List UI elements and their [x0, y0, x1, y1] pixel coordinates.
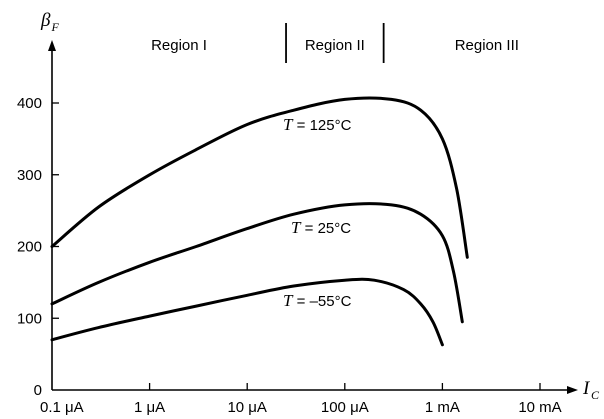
x-tick-label: 1 μA: [134, 399, 165, 416]
y-tick-label: 0: [34, 382, 42, 399]
series-line: [50, 277, 444, 347]
y-tick-label: 200: [17, 239, 42, 256]
x-axis-label-subscript: C: [591, 388, 600, 402]
x-tick-label: 10 μA: [227, 399, 267, 416]
axes: 0 100 200 300 400 0.1 μA 1 μA 10 μA 100 μA 1 mA 10…: [17, 40, 578, 416]
series-label: T = –55°C: [283, 291, 352, 310]
x-axis-label: I: [582, 378, 591, 399]
x-tick-label: 0.1 μA: [40, 399, 84, 416]
region-label: Region III: [455, 37, 519, 54]
x-axis-arrow: [567, 386, 578, 394]
region-label: Region II: [305, 37, 365, 54]
series-label: T = 25°C: [291, 218, 351, 237]
y-axis-label-subscript: F: [51, 20, 60, 34]
x-tick-label: 10 mA: [518, 399, 561, 416]
y-tick-label: 400: [17, 95, 42, 112]
x-tick-label: 1 mA: [425, 399, 460, 416]
series-line: [50, 96, 469, 259]
regions: Region I Region II Region III: [151, 23, 519, 63]
region-label: Region I: [151, 37, 207, 54]
y-axis-arrow: [48, 40, 56, 51]
x-tick-label: 100 μA: [321, 399, 369, 416]
y-tick-label: 300: [17, 167, 42, 184]
y-axis-label: β: [40, 10, 51, 31]
y-tick-label: 100: [17, 310, 42, 327]
labels: β F I C T = 125°C T = 25°C T = –55°C: [40, 10, 600, 402]
series-label: T = 125°C: [283, 115, 352, 134]
series: [50, 96, 469, 347]
series-line: [50, 202, 464, 324]
